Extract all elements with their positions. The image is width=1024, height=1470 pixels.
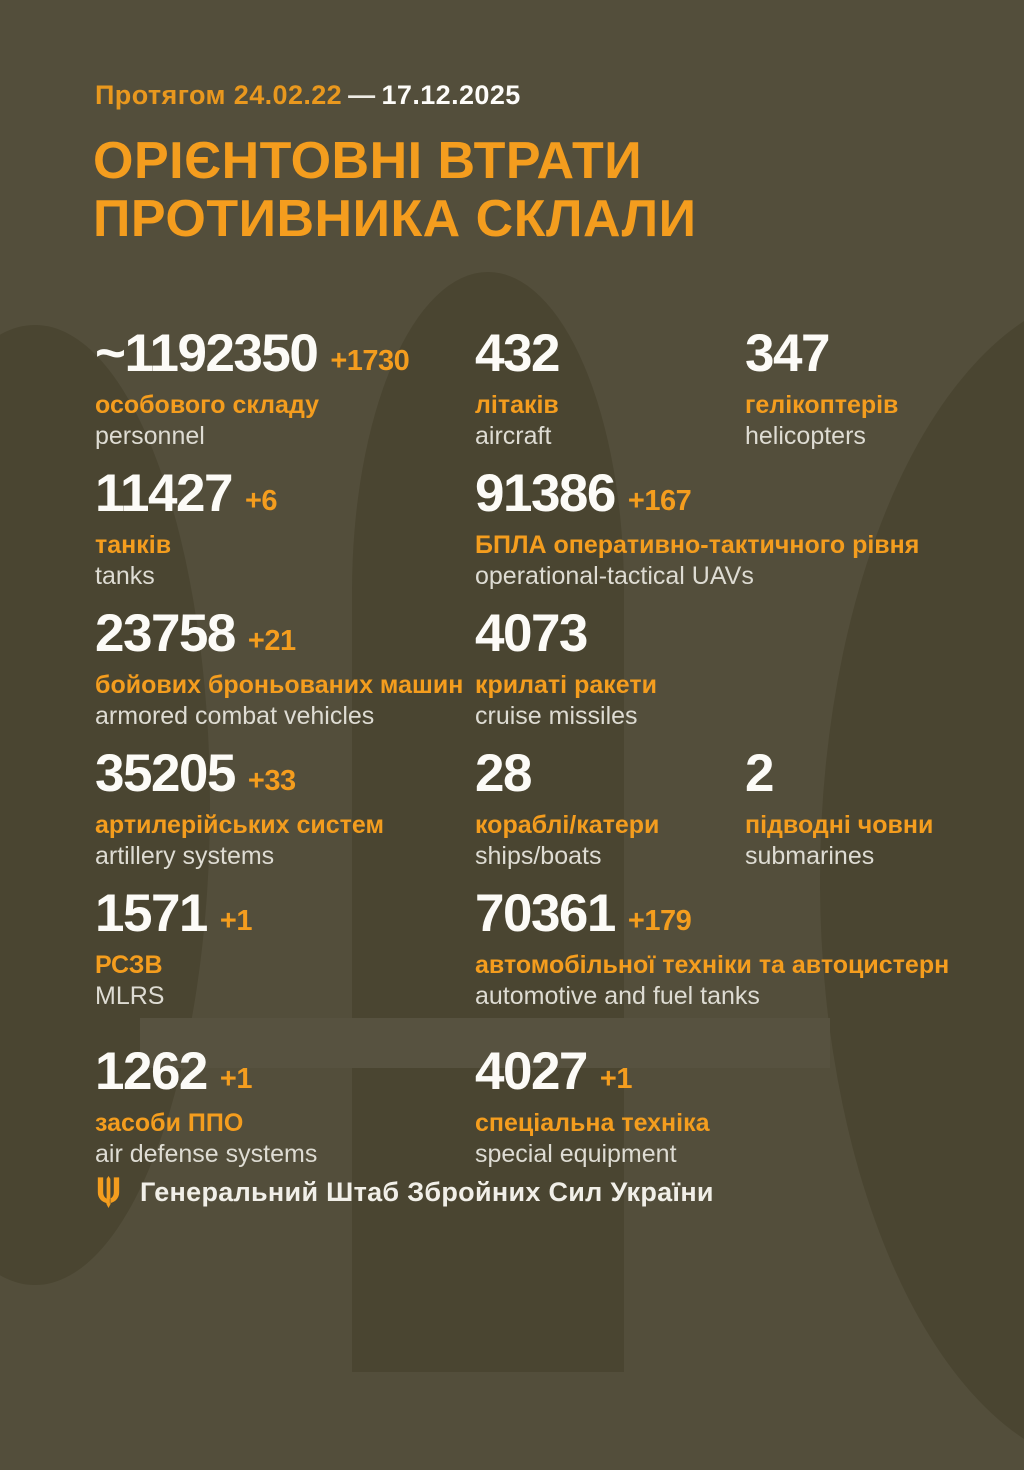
stat-automotive-fuel-tanks-delta: +179: [627, 905, 692, 937]
stat-helicopters-number-line: 347: [745, 322, 955, 380]
stat-submarines-label-en: submarines: [745, 842, 875, 870]
stat-personnel-value: ~1192350: [95, 324, 319, 383]
stat-personnel: ~1192350 +1730 особового складу personnel: [95, 322, 475, 462]
stat-special-equipment-label-uk: спеціальна техніка: [475, 1109, 710, 1137]
stat-personnel-delta: +1730: [330, 345, 410, 377]
stat-ships-boats: 28 кораблі/катери ships/boats: [475, 742, 745, 882]
stat-ships-boats-number-line: 28: [475, 742, 745, 800]
stat-personnel-number-line: ~1192350 +1730: [95, 322, 475, 380]
stat-tanks-delta: +6: [244, 485, 278, 517]
stat-automotive-fuel-tanks-value: 70361: [475, 884, 616, 943]
stat-mlrs-value: 1571: [95, 884, 208, 943]
report-date-line: Протягом 24.02.22—17.12.2025: [95, 80, 521, 111]
stat-uavs-delta: +167: [627, 485, 692, 517]
stat-air-defense-label-en: air defense systems: [95, 1140, 318, 1168]
stat-armored-combat-vehicles-number-line: 23758 +21: [95, 602, 475, 660]
stat-air-defense-label-uk: засоби ППО: [95, 1109, 244, 1137]
stat-automotive-fuel-tanks-label-en: automotive and fuel tanks: [475, 982, 760, 1010]
stat-helicopters-label-en: helicopters: [745, 422, 866, 450]
stat-armored-combat-vehicles-value: 23758: [95, 604, 236, 663]
stat-submarines: 2 підводні човни submarines: [745, 742, 955, 882]
stat-mlrs-number-line: 1571 +1: [95, 882, 475, 940]
stat-aircraft-label-uk: літаків: [475, 391, 559, 419]
stat-artillery-systems-label-uk: артилерійських систем: [95, 811, 384, 839]
page-title-line1: ОРІЄНТОВНІ ВТРАТИ: [93, 132, 643, 190]
trident-watermark-crossband: [140, 1018, 830, 1068]
stat-artillery-systems-value: 35205: [95, 744, 236, 803]
stat-personnel-label-uk: особового складу: [95, 391, 320, 419]
stat-aircraft-label-en: aircraft: [475, 422, 552, 450]
stat-ships-boats-value: 28: [475, 744, 532, 803]
trident-watermark-middle-prong: [352, 272, 624, 1372]
stat-tanks-label-en: tanks: [95, 562, 155, 590]
report-date-current: 17.12.2025: [381, 80, 521, 110]
stat-uavs-label-en: operational-tactical UAVs: [475, 562, 754, 590]
stat-cruise-missiles-number-line: 4073: [475, 602, 745, 660]
stat-helicopters-label-uk: гелікоптерів: [745, 391, 899, 419]
stat-helicopters-value: 347: [745, 324, 830, 383]
stat-cruise-missiles: 4073 крилаті ракети cruise missiles: [475, 602, 745, 742]
stat-tanks: 11427 +6 танків tanks: [95, 462, 475, 602]
stat-aircraft-number-line: 432: [475, 322, 745, 380]
stat-ships-boats-label-uk: кораблі/катери: [475, 811, 660, 839]
stat-submarines-number-line: 2: [745, 742, 955, 800]
stat-special-equipment-delta: +1: [599, 1063, 633, 1095]
stat-mlrs-delta: +1: [219, 905, 253, 937]
stat-cruise-missiles-value: 4073: [475, 604, 588, 663]
stat-armored-combat-vehicles: 23758 +21 бойових броньованих машин armored…: [95, 602, 475, 742]
stat-tanks-label-uk: танків: [95, 531, 172, 559]
page-title-line2: ПРОТИВНИКА СКЛАЛИ: [93, 190, 697, 248]
stat-submarines-label-uk: підводні човни: [745, 811, 934, 839]
stat-armored-combat-vehicles-delta: +21: [247, 625, 296, 657]
stat-air-defense-number-line: 1262 +1: [95, 1040, 475, 1098]
date-separator: —: [348, 80, 376, 110]
stat-uavs: 91386 +167 БПЛА оперативно-тактичного рівн…: [475, 462, 920, 602]
page-title: ОРІЄНТОВНІ ВТРАТИ ПРОТИВНИКА СКЛАЛИ: [93, 132, 697, 248]
tryzub-icon: [97, 1176, 120, 1208]
stat-automotive-fuel-tanks-number-line: 70361 +179: [475, 882, 745, 940]
stat-cruise-missiles-label-uk: крилаті ракети: [475, 671, 657, 699]
stat-artillery-systems-label-en: artillery systems: [95, 842, 275, 870]
stat-air-defense: 1262 +1 засоби ППО air defense systems: [95, 1022, 475, 1168]
stat-armored-combat-vehicles-label-uk: бойових броньованих машин: [95, 671, 464, 699]
stat-tanks-value: 11427: [95, 464, 233, 523]
stat-uavs-label-uk: БПЛА оперативно-тактичного рівня: [475, 531, 920, 559]
stat-submarines-value: 2: [745, 744, 774, 803]
stat-mlrs: 1571 +1 РСЗВ MLRS: [95, 882, 475, 1022]
stat-helicopters: 347 гелікоптерів helicopters: [745, 322, 955, 462]
stat-armored-combat-vehicles-label-en: armored combat vehicles: [95, 702, 375, 730]
stat-personnel-label-en: personnel: [95, 422, 205, 450]
stat-special-equipment-number-line: 4027 +1: [475, 1040, 745, 1098]
stat-special-equipment-value: 4027: [475, 1042, 588, 1101]
stat-uavs-number-line: 91386 +167: [475, 462, 745, 520]
stat-aircraft: 432 літаків aircraft: [475, 322, 745, 462]
stat-ships-boats-label-en: ships/boats: [475, 842, 602, 870]
stat-tanks-number-line: 11427 +6: [95, 462, 475, 520]
footer: Генеральний Штаб Збройних Сил України: [95, 1176, 714, 1208]
stat-special-equipment-label-en: special equipment: [475, 1140, 677, 1168]
stat-mlrs-label-en: MLRS: [95, 982, 165, 1010]
stat-artillery-systems-delta: +33: [247, 765, 296, 797]
stat-aircraft-value: 432: [475, 324, 560, 383]
stat-automotive-fuel-tanks: 70361 +179 автомобільної техніки та автоци…: [475, 882, 950, 1022]
stat-special-equipment: 4027 +1 спеціальна техніка special equipmen…: [475, 1022, 745, 1168]
stat-artillery-systems: 35205 +33 артилерійських систем artillery s…: [95, 742, 475, 882]
stat-automotive-fuel-tanks-label-uk: автомобільної техніки та автоцистерн: [475, 951, 950, 979]
stat-uavs-value: 91386: [475, 464, 616, 523]
stats-grid: ~1192350 +1730 особового складу personnel 43…: [95, 322, 955, 1168]
stat-mlrs-label-uk: РСЗВ: [95, 951, 163, 979]
stat-cruise-missiles-label-en: cruise missiles: [475, 702, 638, 730]
stat-air-defense-value: 1262: [95, 1042, 208, 1101]
footer-org-name: Генеральний Штаб Збройних Сил України: [140, 1176, 714, 1207]
stat-air-defense-delta: +1: [219, 1063, 253, 1095]
report-date-range: Протягом 24.02.22: [95, 80, 343, 110]
stat-artillery-systems-number-line: 35205 +33: [95, 742, 475, 800]
